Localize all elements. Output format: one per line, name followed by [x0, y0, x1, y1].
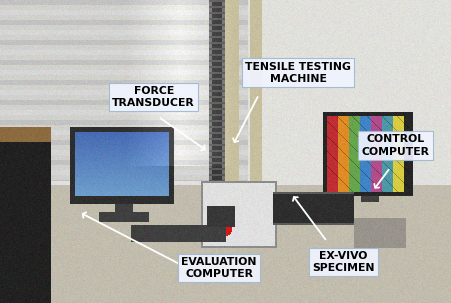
Text: EVALUATION
COMPUTER: EVALUATION COMPUTER	[181, 257, 257, 279]
Text: EX-VIVO
SPECIMEN: EX-VIVO SPECIMEN	[312, 251, 374, 273]
Text: TENSILE TESTING
MACHINE: TENSILE TESTING MACHINE	[245, 62, 350, 84]
Text: CONTROL
COMPUTER: CONTROL COMPUTER	[361, 134, 428, 157]
Text: FORCE
TRANSDUCER: FORCE TRANSDUCER	[112, 86, 195, 108]
